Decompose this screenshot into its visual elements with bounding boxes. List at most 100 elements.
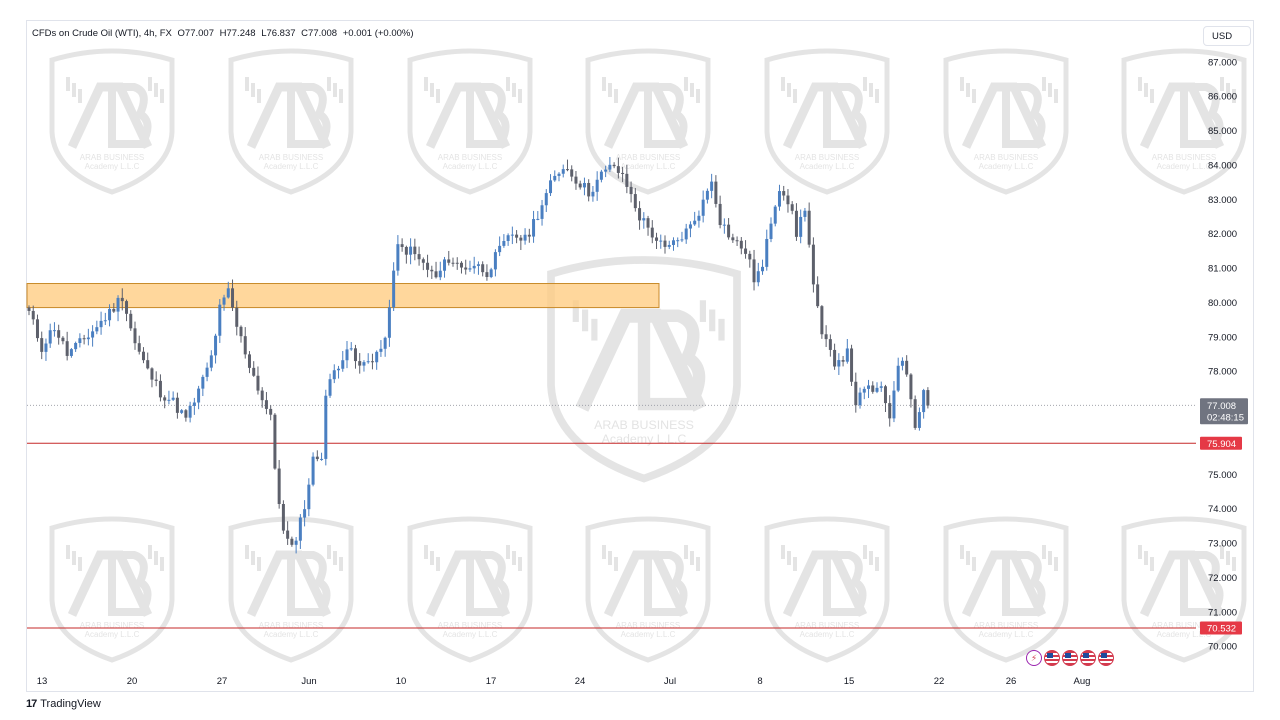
candle[interactable] [315,450,319,462]
candle[interactable] [845,338,849,364]
candle[interactable] [209,350,213,372]
candle[interactable] [481,261,485,277]
candle[interactable] [782,185,786,201]
candle[interactable] [858,387,862,409]
candle[interactable] [506,233,510,246]
symbol-legend[interactable]: CFDs on Crude Oil (WTI), 4h, FX O77.007 … [32,28,417,39]
candle[interactable] [841,355,845,367]
candle[interactable] [409,238,413,265]
candle[interactable] [777,184,781,211]
candle[interactable] [888,395,892,427]
candle[interactable] [570,165,574,182]
candle[interactable] [621,166,625,183]
candle[interactable] [133,321,137,350]
candle[interactable] [710,173,714,199]
candle[interactable] [883,384,887,413]
candle[interactable] [201,374,205,397]
candle[interactable] [816,276,820,309]
candle[interactable] [540,199,544,226]
candle[interactable] [184,408,188,422]
candle[interactable] [125,299,129,322]
candle[interactable] [74,341,78,352]
candle[interactable] [756,262,760,287]
candle[interactable] [226,281,230,299]
candle[interactable] [426,254,430,278]
candle[interactable] [35,314,39,342]
candle[interactable] [744,240,748,259]
candle[interactable] [833,343,837,370]
candle[interactable] [913,395,917,430]
us-flag-event-icon[interactable] [1098,650,1114,666]
candle[interactable] [57,324,61,345]
candle[interactable] [294,536,298,554]
candle[interactable] [459,261,463,274]
candle[interactable] [120,288,124,311]
candle[interactable] [799,209,803,244]
candle[interactable] [718,195,722,229]
candle[interactable] [655,232,659,249]
candle[interactable] [324,389,328,466]
candle[interactable] [727,218,731,240]
candle[interactable] [659,234,663,249]
candle[interactable] [828,334,832,357]
candle[interactable] [680,231,684,243]
candle[interactable] [752,249,756,291]
candle[interactable] [472,256,476,274]
candle[interactable] [917,407,921,431]
candle[interactable] [553,170,557,182]
candle[interactable] [574,171,578,190]
candle[interactable] [298,514,302,549]
candle[interactable] [705,188,709,204]
candle[interactable] [803,207,807,222]
candle[interactable] [99,311,103,335]
candle[interactable] [625,164,629,194]
candle[interactable] [243,327,247,359]
candle[interactable] [273,413,277,470]
candle[interactable] [150,367,154,388]
candle[interactable] [281,500,285,534]
candle[interactable] [824,325,828,347]
candle[interactable] [646,215,650,236]
candle[interactable] [167,390,171,405]
candle[interactable] [820,305,824,339]
candle[interactable] [879,381,883,392]
candle[interactable] [714,175,718,208]
candle[interactable] [790,201,794,215]
candle[interactable] [608,157,612,173]
candle[interactable] [86,328,90,346]
candle[interactable] [485,264,489,281]
candle[interactable] [91,325,95,347]
candle[interactable] [163,395,167,409]
candle[interactable] [769,217,773,243]
candle[interactable] [761,259,765,275]
resistance-zone[interactable] [26,283,660,309]
candle[interactable] [464,259,468,275]
candle[interactable] [383,336,387,357]
candle[interactable] [349,342,353,351]
candle[interactable] [337,365,341,379]
candle[interactable] [171,391,175,401]
candle[interactable] [519,235,523,251]
candle[interactable] [502,234,506,248]
candle[interactable] [430,265,434,279]
candle[interactable] [731,233,735,243]
candle[interactable] [205,362,209,382]
candle[interactable] [141,347,145,364]
candle[interactable] [688,221,692,238]
candle[interactable] [663,235,667,254]
candle[interactable] [536,211,540,221]
candle[interactable] [837,353,841,375]
candle[interactable] [341,350,345,372]
candle[interactable] [871,381,875,394]
currency-button[interactable]: USD [1203,26,1251,46]
candle[interactable] [277,460,281,509]
candle[interactable] [52,322,56,337]
us-flag-event-icon[interactable] [1080,650,1096,666]
candle[interactable] [95,320,99,335]
candle[interactable] [421,257,425,271]
candle[interactable] [786,189,790,213]
candle[interactable] [850,344,854,387]
candle[interactable] [854,372,858,413]
candle[interactable] [549,174,553,197]
candle[interactable] [875,382,879,394]
